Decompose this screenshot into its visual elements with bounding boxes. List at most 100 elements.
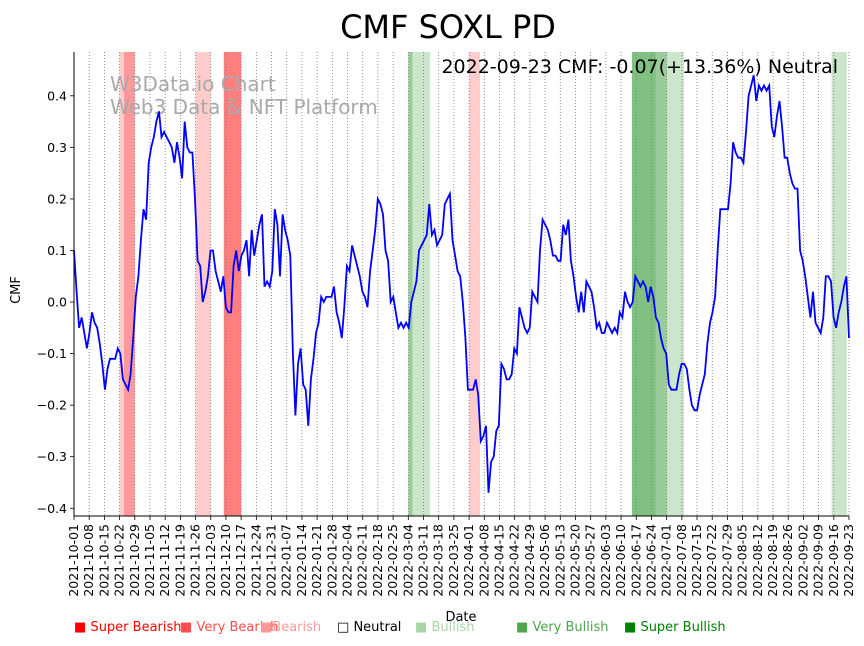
x-tick-label: 2021-12-17 [233,524,248,597]
legend-marker-bearish: ■ [260,620,273,635]
legend-item-bearish: ■Bearish [260,620,321,635]
x-tick-label: 2022-04-01 [461,524,476,597]
x-tick-label: 2021-10-01 [66,524,81,597]
signal-bands [119,52,847,516]
x-tick-label: 2022-03-11 [416,524,431,597]
legend-marker-very-bearish: ■ [180,620,193,635]
legend-label-bullish: Bullish [431,620,475,635]
watermark-line-1: W3Data.io Chart [110,72,276,96]
x-tick-label: 2022-01-14 [294,524,309,597]
x-tick-label: 2022-02-04 [340,524,355,597]
legend: ■ Super Bearish ■ Very Bearish ■Bearish … [0,620,864,640]
x-tick-label: 2022-05-20 [567,524,582,597]
x-tick-label: 2021-12-31 [264,524,279,597]
x-tick-label: 2022-02-18 [370,524,385,597]
legend-label-super-bullish: Super Bullish [640,620,726,635]
x-tick-label: 2022-04-15 [491,524,506,597]
band-very-bullish-8 [655,52,669,516]
x-tick-label: 2022-04-29 [522,524,537,597]
legend-item-super-bullish: ■ Super Bullish [624,620,726,635]
band-bearish-2 [195,52,211,516]
x-tick-label: 2022-05-13 [552,524,567,597]
latest-value-annotation: 2022-09-23 CMF: -0.07(+13.36%) Neutral [441,56,838,78]
legend-label-very-bearish: Very Bearish [196,620,279,635]
x-tick-label: 2021-12-10 [218,524,233,597]
legend-marker-bullish: ■ [415,620,428,635]
x-tick-label: 2021-10-29 [127,524,142,597]
axes [73,52,849,517]
x-axis-ticks: 2021-10-01 2021-10-08 2021-10-15 2021-10-22… [66,516,856,597]
legend-marker-neutral: □ [337,620,350,635]
legend-item-super-bearish: ■ Super Bearish [74,620,182,635]
x-axis-label: Date [445,610,476,625]
band-very-bearish-1 [123,52,135,516]
chart-title: CMF SOXL PD [340,8,556,46]
x-tick-label: 2022-03-25 [446,524,461,597]
x-tick-label: 2022-03-04 [400,524,415,597]
x-tick-label: 2022-01-07 [279,524,294,597]
watermark: W3Data.io Chart Web3 Data & NFT Platform [110,72,378,119]
band-bullish-5 [412,52,431,516]
legend-label-super-bearish: Super Bearish [90,620,182,635]
x-tick-label: 2022-01-28 [324,524,339,597]
x-tick-label: 2022-05-27 [583,524,598,597]
band-bullish-10 [831,52,847,516]
y-tick-label: 0.4 [47,88,67,103]
y-tick-label: −0.2 [37,398,67,413]
x-tick-label: 2022-09-23 [841,524,856,597]
cmf-series-line [73,74,850,493]
x-tick-label: 2022-07-29 [719,524,734,597]
y-axis-ticks: 0.4 0.3 0.2 0.1 0.0 −0.1 −0.2 −0.3 −0.4 [37,88,74,516]
x-tick-label: 2021-11-26 [188,524,203,597]
x-tick-label: 2022-07-08 [674,524,689,597]
x-tick-label: 2022-08-12 [750,524,765,597]
legend-label-bearish: Bearish [272,620,322,635]
x-tick-label: 2022-08-26 [780,524,795,597]
legend-item-neutral: □ Neutral [337,620,401,635]
x-tick-label: 2022-06-24 [643,524,658,597]
band-bullish-9 [666,52,685,516]
x-tick-label: 2022-04-08 [476,524,491,597]
y-tick-label: 0.1 [47,243,67,258]
y-tick-label: 0.2 [47,191,67,206]
x-tick-label: 2022-06-03 [598,524,613,597]
legend-label-very-bullish: Very Bullish [532,620,609,635]
legend-marker-very-bullish: ■ [516,620,529,635]
y-tick-label: −0.4 [37,501,67,516]
band-bearish-0 [119,52,124,516]
x-tick-label: 2022-06-10 [613,524,628,597]
legend-item-very-bearish: ■ Very Bearish [180,620,278,635]
band-very-bullish-4 [408,52,413,516]
x-tick-label: 2021-12-24 [248,524,263,597]
x-tick-label: 2022-04-22 [507,524,522,597]
x-tick-label: 2022-09-16 [826,524,841,597]
x-tick-label: 2021-10-22 [112,524,127,597]
x-tick-label: 2021-12-03 [203,524,218,597]
x-tick-label: 2022-02-11 [355,524,370,597]
x-tick-label: 2022-07-22 [704,524,719,597]
watermark-line-2: Web3 Data & NFT Platform [110,95,378,119]
legend-marker-super-bearish: ■ [74,620,87,635]
x-tick-label: 2022-09-09 [811,524,826,597]
y-tick-label: −0.1 [37,346,67,361]
band-bearish-6 [469,52,480,516]
vertical-gridlines [73,52,850,516]
y-axis-label: CMF [9,276,24,304]
x-tick-label: 2022-07-01 [659,524,674,597]
x-tick-label: 2021-11-05 [142,524,157,597]
x-tick-label: 2022-09-02 [795,524,810,597]
x-tick-label: 2021-10-15 [96,524,111,597]
x-tick-label: 2021-11-19 [172,524,187,597]
y-tick-label: −0.3 [37,449,67,464]
y-tick-label: 0.3 [47,140,67,155]
x-tick-label: 2022-03-18 [431,524,446,597]
x-tick-label: 2022-07-15 [689,524,704,597]
x-tick-label: 2022-01-21 [309,524,324,597]
x-tick-label: 2021-11-12 [157,524,172,597]
y-tick-label: 0.0 [47,295,67,310]
x-tick-label: 2022-08-19 [765,524,780,597]
legend-item-bullish: ■ Bullish [415,620,474,635]
x-tick-label: 2022-06-17 [628,524,643,597]
x-tick-label: 2021-10-08 [81,524,96,597]
